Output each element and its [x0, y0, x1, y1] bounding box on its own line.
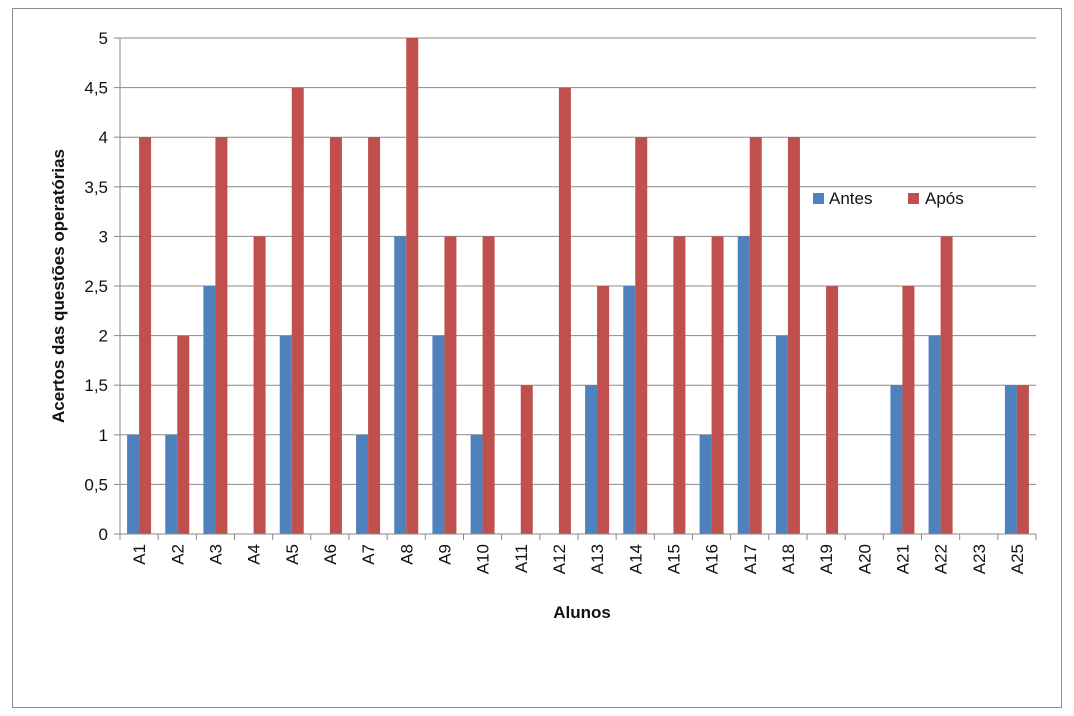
bar-aps-a3 — [215, 137, 228, 534]
x-tick-label: A1 — [130, 544, 149, 565]
y-tick-label: 2 — [99, 327, 108, 346]
bar-antes-a7 — [356, 434, 369, 534]
bar-antes-a25 — [1004, 385, 1017, 534]
legend-label-apos: Após — [925, 189, 964, 208]
bar-aps-a14 — [635, 137, 648, 534]
x-tick-label: A2 — [168, 544, 187, 565]
bar-antes-a2 — [165, 434, 178, 534]
bar-aps-a2 — [177, 335, 190, 534]
x-tick-label: A13 — [588, 544, 607, 574]
x-tick-label: A16 — [703, 544, 722, 574]
y-tick-label: 4,5 — [84, 79, 108, 98]
x-tick-label: A5 — [283, 544, 302, 565]
bar-antes-a5 — [279, 335, 292, 534]
bar-antes-a14 — [623, 286, 636, 534]
x-tick-label: A10 — [474, 544, 493, 574]
bar-aps-a12 — [558, 87, 571, 534]
bar-antes-a9 — [432, 335, 445, 534]
y-tick-label: 3,5 — [84, 178, 108, 197]
x-tick-label: A15 — [664, 544, 683, 574]
y-tick-label: 2,5 — [84, 277, 108, 296]
bar-aps-a8 — [406, 38, 419, 534]
x-tick-label: A18 — [779, 544, 798, 574]
bar-antes-a18 — [775, 335, 788, 534]
x-tick-label: A22 — [932, 544, 951, 574]
bar-antes-a16 — [699, 434, 712, 534]
x-tick-label: A20 — [855, 544, 874, 574]
x-tick-label: A23 — [970, 544, 989, 574]
x-tick-label: A21 — [893, 544, 912, 574]
y-tick-label: 3 — [99, 227, 108, 246]
bar-antes-a1 — [127, 434, 140, 534]
bar-aps-a22 — [940, 236, 953, 534]
x-axis-title: Alunos — [553, 603, 611, 622]
bar-aps-a21 — [902, 286, 915, 534]
legend-swatch-apos — [908, 193, 919, 204]
bar-aps-a10 — [482, 236, 495, 534]
x-tick-label: A17 — [741, 544, 760, 574]
legend-label-antes: Antes — [829, 189, 872, 208]
bar-aps-a13 — [597, 286, 610, 534]
y-tick-label: 0 — [99, 525, 108, 544]
bar-aps-a25 — [1016, 385, 1029, 534]
bar-aps-a1 — [139, 137, 152, 534]
bar-antes-a21 — [890, 385, 903, 534]
y-tick-label: 1 — [99, 426, 108, 445]
x-tick-label: A19 — [817, 544, 836, 574]
x-tick-label: A11 — [512, 544, 531, 573]
bar-antes-a10 — [470, 434, 483, 534]
bar-antes-a13 — [585, 385, 598, 534]
bar-antes-a8 — [394, 236, 407, 534]
x-tick-label: A6 — [321, 544, 340, 565]
bar-aps-a7 — [368, 137, 381, 534]
legend-swatch-antes — [813, 193, 824, 204]
bar-aps-a4 — [253, 236, 266, 534]
bar-aps-a5 — [291, 87, 304, 534]
x-tick-label: A4 — [245, 544, 264, 565]
x-tick-label: A8 — [397, 544, 416, 565]
x-tick-label: A12 — [550, 544, 569, 574]
bar-aps-a6 — [329, 137, 342, 534]
bar-antes-a3 — [203, 286, 216, 534]
bars — [127, 38, 1029, 534]
axes: 0 0,5 1 1,5 2 2,5 3 3,5 4 4,5 5 A1 A2 A3 A4 A5 A6 A7 A8 A9 A… — [84, 29, 1037, 574]
bar-aps-a17 — [749, 137, 762, 534]
y-tick-label: 4 — [99, 128, 108, 147]
legend: Antes Após — [813, 189, 964, 208]
bar-aps-a18 — [787, 137, 800, 534]
x-tick-label: A9 — [435, 544, 454, 565]
bar-aps-a16 — [711, 236, 724, 534]
x-tick-label: A14 — [626, 544, 645, 574]
bar-antes-a22 — [928, 335, 941, 534]
bar-antes-a17 — [737, 236, 750, 534]
bar-aps-a9 — [444, 236, 457, 534]
y-axis-title: Acertos das questões operatórias — [49, 149, 68, 423]
bar-aps-a19 — [826, 286, 839, 534]
bar-aps-a11 — [520, 385, 533, 534]
y-tick-label: 0,5 — [84, 475, 108, 494]
y-tick-label: 1,5 — [84, 376, 108, 395]
x-tick-label: A3 — [206, 544, 225, 565]
x-tick-label: A7 — [359, 544, 378, 565]
x-tick-label: A25 — [1008, 544, 1027, 574]
bar-aps-a15 — [673, 236, 686, 534]
y-tick-label: 5 — [99, 29, 108, 48]
